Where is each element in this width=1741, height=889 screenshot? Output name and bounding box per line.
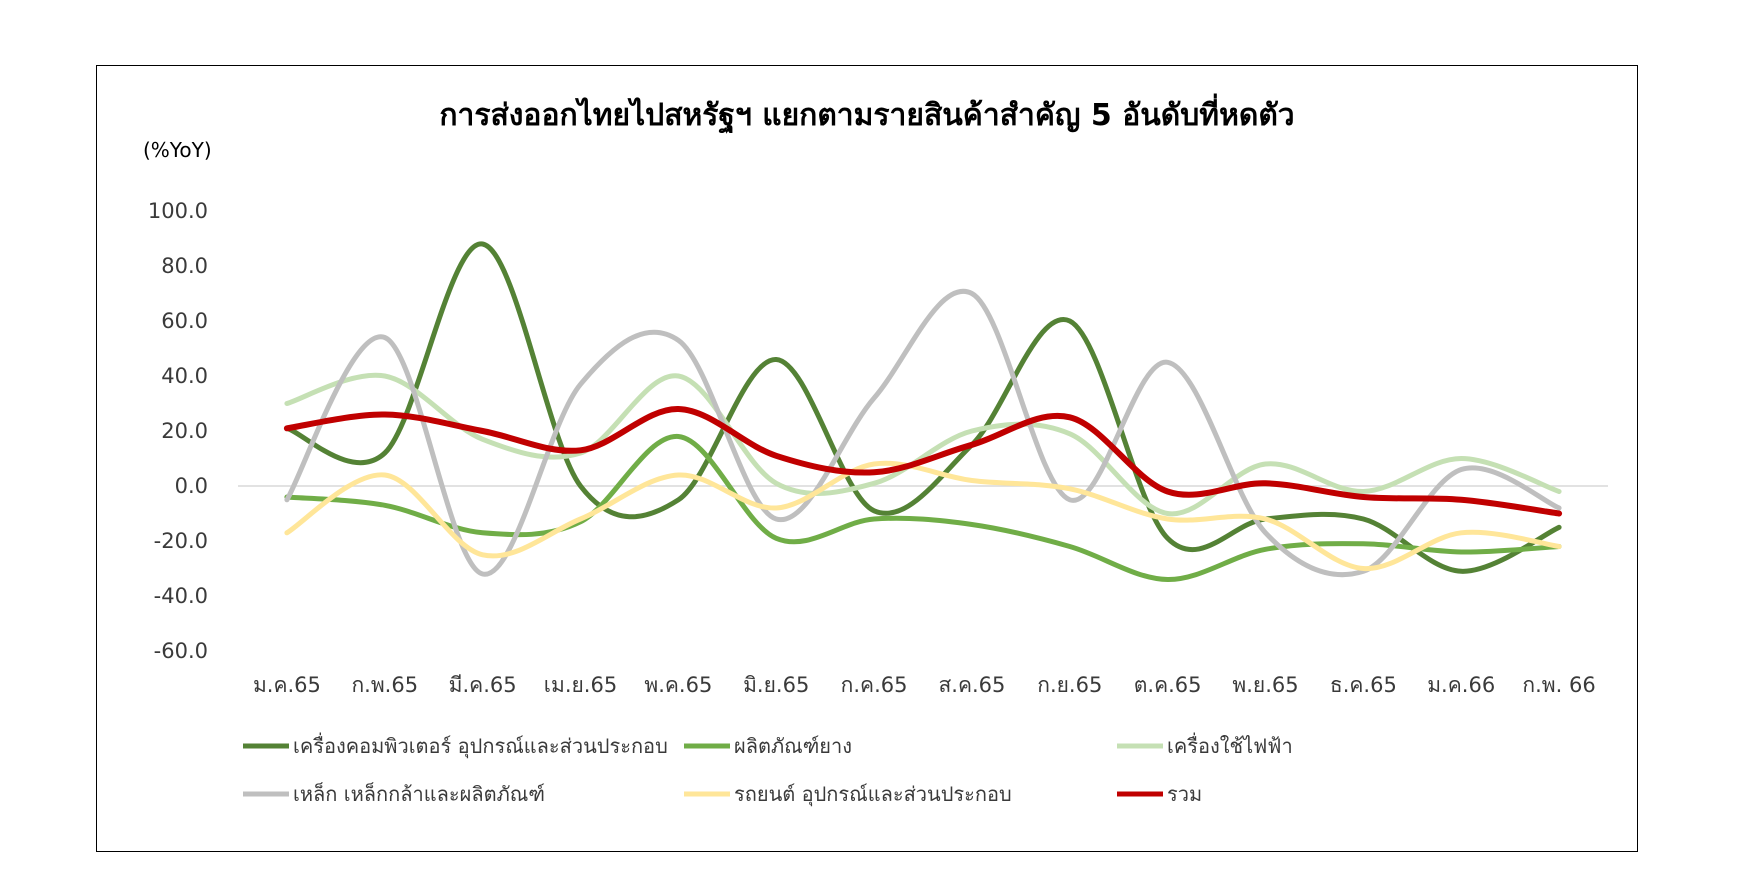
- x-tick-label: พ.ย.65: [1232, 673, 1298, 697]
- x-tick-label: ก.ค.65: [841, 673, 908, 697]
- legend-label: เหล็ก เหล็กกล้าและผลิตภัณฑ์: [293, 781, 545, 806]
- x-tick-label: ม.ค.65: [253, 673, 321, 697]
- x-tick-label: ก.พ. 66: [1522, 673, 1595, 697]
- y-axis-unit-label: (%YoY): [143, 138, 212, 162]
- x-tick-label: ม.ค.66: [1427, 673, 1495, 697]
- legend-label: รถยนต์ อุปกรณ์และส่วนประกอบ: [734, 782, 1012, 807]
- x-tick-label: มิ.ย.65: [743, 673, 809, 697]
- x-tick-label: ส.ค.65: [938, 673, 1005, 697]
- series-line-1: [284, 241, 1562, 574]
- legend: เครื่องคอมพิวเตอร์ อุปกรณ์และส่วนประกอบ ผ…: [243, 732, 1293, 807]
- legend-label: รวม: [1167, 782, 1202, 806]
- chart-frame: [96, 65, 1638, 852]
- series-line-2: [284, 434, 1562, 583]
- series-lines: [283, 241, 1563, 583]
- series-line-4: [284, 288, 1562, 578]
- series-line-6: [283, 405, 1563, 517]
- y-tick-label: 100.0: [148, 199, 208, 223]
- y-tick-label: 60.0: [161, 309, 208, 333]
- y-tick-label: -60.0: [154, 639, 208, 663]
- series-line-5: [284, 460, 1562, 572]
- y-tick-label: 80.0: [161, 254, 208, 278]
- x-axis-ticks: ม.ค.65 ก.พ.65 มี.ค.65 เม.ย.65 พ.ค.65 มิ.ย.65 ก…: [253, 673, 1596, 697]
- x-tick-label: เม.ย.65: [544, 673, 617, 697]
- x-tick-label: พ.ค.65: [644, 673, 712, 697]
- y-tick-label: -20.0: [154, 529, 208, 553]
- y-tick-label: -40.0: [154, 584, 208, 608]
- x-tick-label: ธ.ค.65: [1330, 673, 1397, 697]
- x-tick-label: ต.ค.65: [1134, 673, 1202, 697]
- legend-label: เครื่องคอมพิวเตอร์ อุปกรณ์และส่วนประกอบ: [293, 732, 668, 759]
- chart-title: การส่งออกไทยไปสหรัฐฯ แยกตามรายสินค้าสำคั…: [439, 98, 1295, 133]
- x-tick-label: ก.พ.65: [351, 673, 418, 697]
- y-axis-ticks: 100.0 80.0 60.0 40.0 20.0 0.0 -20.0 -40.0 -60.0: [148, 199, 208, 663]
- y-tick-label: 20.0: [161, 419, 208, 443]
- y-tick-label: 0.0: [175, 474, 208, 498]
- x-tick-label: มี.ค.65: [449, 673, 517, 697]
- y-tick-label: 40.0: [161, 364, 208, 388]
- legend-label: ผลิตภัณฑ์ยาง: [734, 734, 852, 758]
- x-tick-label: ก.ย.65: [1037, 673, 1102, 697]
- legend-label: เครื่องใช้ไฟฟ้า: [1167, 732, 1293, 758]
